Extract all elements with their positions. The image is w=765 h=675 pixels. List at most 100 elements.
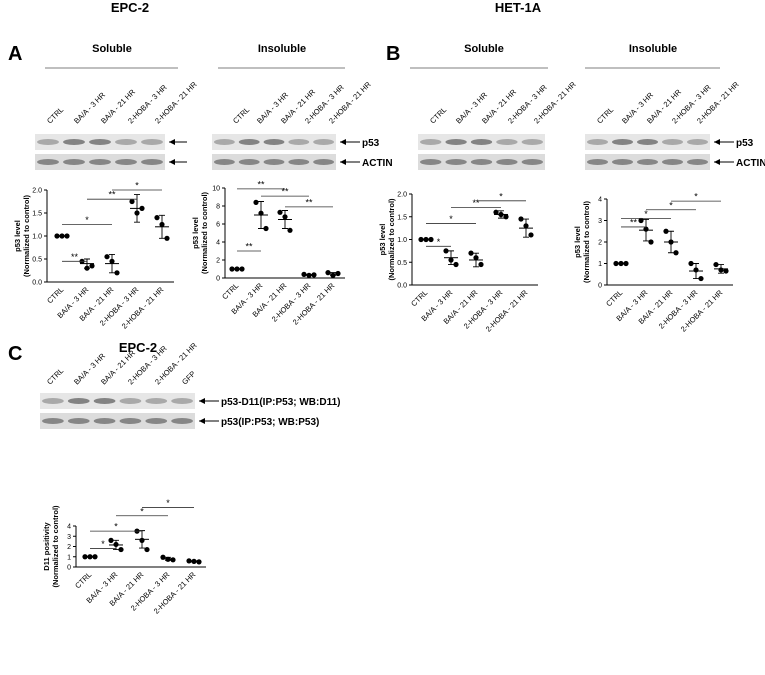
blot-band: [470, 159, 493, 165]
error-bar: [643, 218, 649, 242]
blot-band: [238, 139, 260, 145]
x-tick-label: 2-HOBA - 21 HR: [291, 281, 337, 327]
error-bar: [165, 556, 171, 561]
blot-band: [171, 398, 193, 404]
blot-band: [587, 159, 608, 165]
blot-band: [637, 159, 658, 165]
panel-title: HET-1A: [495, 0, 542, 15]
significance-label: **: [245, 242, 253, 252]
error-bar: [159, 214, 165, 239]
error-bar: [191, 560, 197, 563]
y-tick-label: 2: [598, 240, 602, 247]
blot-band: [141, 159, 163, 165]
blot-band: [37, 159, 59, 165]
data-point: [108, 537, 114, 543]
y-axis-label: p53 level: [573, 226, 582, 258]
blot-band: [587, 139, 608, 145]
x-tick-label: CTRL: [73, 570, 93, 590]
significance-label: **: [472, 198, 480, 208]
arrow-head: [199, 418, 205, 424]
y-axis-label: p53 level: [378, 224, 387, 256]
data-point: [453, 261, 459, 268]
y-tick-label: 4: [598, 197, 602, 204]
blot-band: [213, 139, 235, 145]
blot-band: [637, 139, 658, 145]
blot-band: [63, 139, 85, 145]
data-point: [518, 216, 524, 222]
data-point: [478, 261, 484, 268]
blot-band: [687, 139, 708, 145]
significance-label: *: [449, 214, 453, 224]
blot-band: [145, 418, 168, 424]
data-point: [287, 227, 293, 233]
significance-label: *: [499, 191, 503, 201]
arrow-head: [169, 159, 175, 165]
blot-band: [313, 139, 335, 145]
blot-band: [470, 139, 493, 145]
data-point: [713, 261, 719, 268]
data-point: [118, 546, 124, 553]
y-tick-label: 3: [598, 218, 602, 225]
significance-label: *: [101, 539, 105, 549]
error-bar: [139, 530, 145, 549]
data-point: [277, 209, 283, 215]
lane-label: CTRL: [45, 105, 65, 125]
data-point: [114, 270, 120, 276]
significance-label: *: [437, 237, 441, 247]
blot-band: [89, 159, 111, 165]
band-label: ACTIN: [362, 158, 393, 169]
blot-band: [115, 139, 137, 145]
panel-letter: A: [8, 43, 22, 65]
data-point: [253, 199, 259, 205]
blot-band: [445, 139, 467, 145]
data-point: [104, 254, 110, 260]
blot-band: [420, 139, 442, 145]
blot-band: [89, 139, 111, 145]
blot-band: [288, 139, 310, 145]
y-tick-label: 4: [67, 524, 71, 531]
band-label: p53: [736, 138, 754, 149]
significance-label: **: [71, 252, 79, 262]
blot-band: [313, 159, 335, 165]
error-bar: [84, 258, 90, 269]
y-tick-label: 1.5: [32, 211, 42, 218]
y-tick-label: 1.5: [397, 214, 407, 221]
panel-letter: B: [386, 43, 400, 65]
y-axis-label: D11 positivity: [42, 522, 51, 571]
data-point: [170, 557, 176, 563]
y-axis-label: (Normalized to control): [582, 200, 591, 283]
significance-label: **: [281, 187, 289, 197]
y-tick-label: 10: [212, 186, 220, 193]
error-bar: [282, 210, 288, 229]
blot-band: [213, 159, 235, 165]
y-tick-label: 1: [67, 554, 71, 561]
arrow-head: [714, 139, 720, 145]
blot-band: [521, 159, 543, 165]
significance-label: *: [694, 192, 698, 202]
significance-label: **: [108, 190, 116, 200]
blot-band: [263, 139, 285, 145]
y-tick-label: 1.0: [32, 234, 42, 241]
lane-label: CTRL: [428, 105, 448, 125]
y-tick-label: 2.0: [32, 188, 42, 195]
significance-label: *: [85, 215, 89, 225]
significance-label: **: [257, 179, 265, 189]
error-bar: [668, 230, 674, 254]
blot-strip: [40, 413, 195, 429]
data-point: [673, 250, 679, 256]
x-tick-label: CTRL: [604, 288, 624, 308]
band-label: p53(IP:P53; WB:P53): [221, 417, 319, 428]
data-point: [528, 232, 534, 238]
data-point: [468, 250, 474, 256]
band-label: p53: [362, 138, 380, 149]
y-tick-label: 0: [598, 283, 602, 290]
error-bar: [258, 201, 264, 229]
error-bar: [306, 273, 312, 276]
error-bar: [718, 264, 724, 274]
y-tick-label: 3: [67, 534, 71, 541]
group-heading: Insoluble: [258, 43, 306, 55]
significance-label: **: [305, 197, 313, 207]
error-bar: [693, 263, 699, 279]
blot-band: [263, 159, 285, 165]
